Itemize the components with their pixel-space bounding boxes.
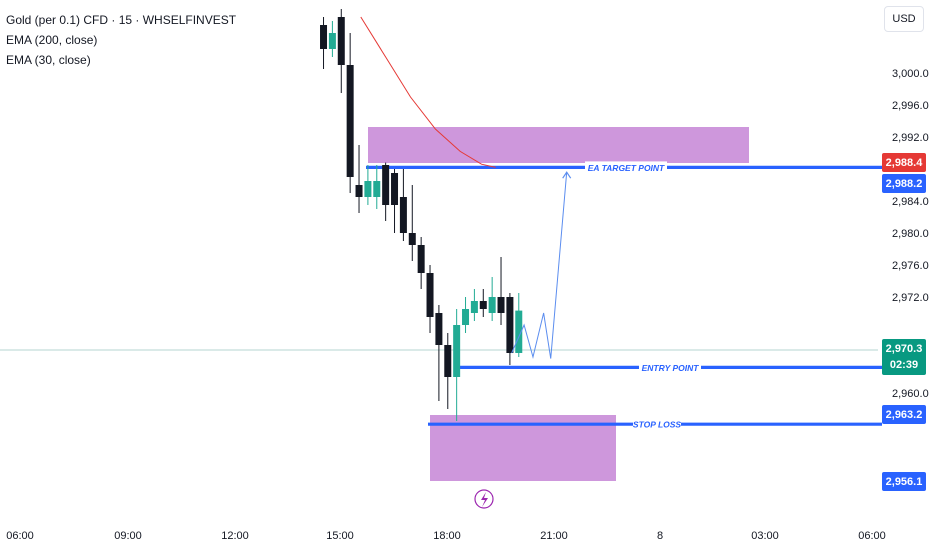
candle-body-17 [470,301,478,313]
tag-current-bg [882,339,926,375]
chart-legend: Gold (per 0.1) CFD · 15 · WHSELFINVEST E… [6,10,236,70]
x-tick-6: 8 [657,530,663,542]
supply-zone [368,127,749,163]
candle-body-13 [435,313,443,345]
y-axis: 3,000.0 2,996.0 2,992.0 2,984.0 2,980.0 2,976… [892,68,929,400]
y-tick-3: 2,984.0 [892,196,929,208]
projection-path [511,172,568,359]
event-marker [474,489,494,509]
tag-entry-bg [882,405,926,424]
tag-stop-bg [882,472,926,491]
candle-body-4 [355,185,363,197]
candle-body-12 [426,273,434,317]
x-axis: 06:00 09:00 12:00 15:00 18:00 21:00 8 03:00 06:0… [6,530,886,542]
tag-current-text-1: 02:39 [890,359,918,371]
legend-symbol[interactable]: Gold (per 0.1) CFD · 15 · WHSELFINVEST [6,13,237,27]
level-label-target: EA TARGET POINT [588,163,665,173]
tag-entry-text: 2,963.2 [886,409,923,421]
candle-body-0 [320,25,328,49]
candle-body-19 [488,297,496,313]
x-tick-0: 06:00 [6,530,34,542]
level-label-bg-entry [639,361,701,374]
level-label-stop: STOP LOSS [633,420,682,430]
y-tick-1: 2,996.0 [892,100,929,112]
candle-body-20 [497,297,505,313]
legend-ema200[interactable]: EMA (200, close) [6,33,98,47]
candle-body-14 [444,345,452,377]
x-tick-3: 15:00 [326,530,354,542]
price-tags: 2,988.4 2,988.2 2,970.3 02:39 2,963.2 2,956.1 [882,153,926,491]
x-tick-4: 18:00 [433,530,461,542]
tag-ema-text: 2,988.4 [886,157,924,169]
x-tick-2: 12:00 [221,530,249,542]
candle-body-7 [382,165,390,205]
candle-body-18 [479,301,487,309]
y-tick-2: 2,992.0 [892,132,929,144]
level-label-bg-stop [633,418,681,431]
x-tick-1: 09:00 [114,530,142,542]
level-label-entry: ENTRY POINT [642,363,700,373]
candle-body-2 [337,17,345,65]
projection-arrow-head [562,171,572,179]
candle-body-15 [453,325,461,377]
y-tick-0: 3,000.0 [892,68,929,80]
y-tick-7: 2,960.0 [892,388,929,400]
ema-layer [360,16,496,168]
candle-body-10 [408,233,416,245]
zones-layer [368,127,749,481]
candle-body-1 [328,33,336,49]
candles-layer [320,9,523,421]
candle-body-6 [373,181,381,197]
currency-button[interactable]: USD [884,6,924,32]
candle-body-5 [364,181,372,197]
candle-body-16 [462,309,470,325]
candle-body-21 [506,297,514,353]
lightning-bolt-glyph [481,492,488,507]
y-tick-5: 2,976.0 [892,260,929,272]
projection-layer [511,171,572,359]
tag-stop-text: 2,956.1 [886,476,923,488]
tag-current-text: 2,970.3 [886,343,923,355]
candle-body-3 [346,65,354,177]
legend-ema30[interactable]: EMA (30, close) [6,53,91,67]
x-tick-8: 06:00 [858,530,886,542]
candle-body-11 [417,245,425,273]
y-tick-4: 2,980.0 [892,228,929,240]
tag-target-text: 2,988.2 [886,178,923,190]
y-tick-6: 2,972.0 [892,292,929,304]
candle-body-8 [391,173,399,205]
x-tick-5: 21:00 [540,530,568,542]
demand-zone [430,415,616,481]
candle-body-9 [399,197,407,233]
x-tick-7: 03:00 [751,530,779,542]
candle-body-22 [515,310,523,353]
level-label-bg-target [585,161,667,174]
levels-layer: EA TARGET POINT ENTRY POINT STOP LOSS [366,161,882,431]
tag-ema-bg [882,153,926,172]
tag-target-bg [882,174,926,193]
ema-line [360,16,496,168]
